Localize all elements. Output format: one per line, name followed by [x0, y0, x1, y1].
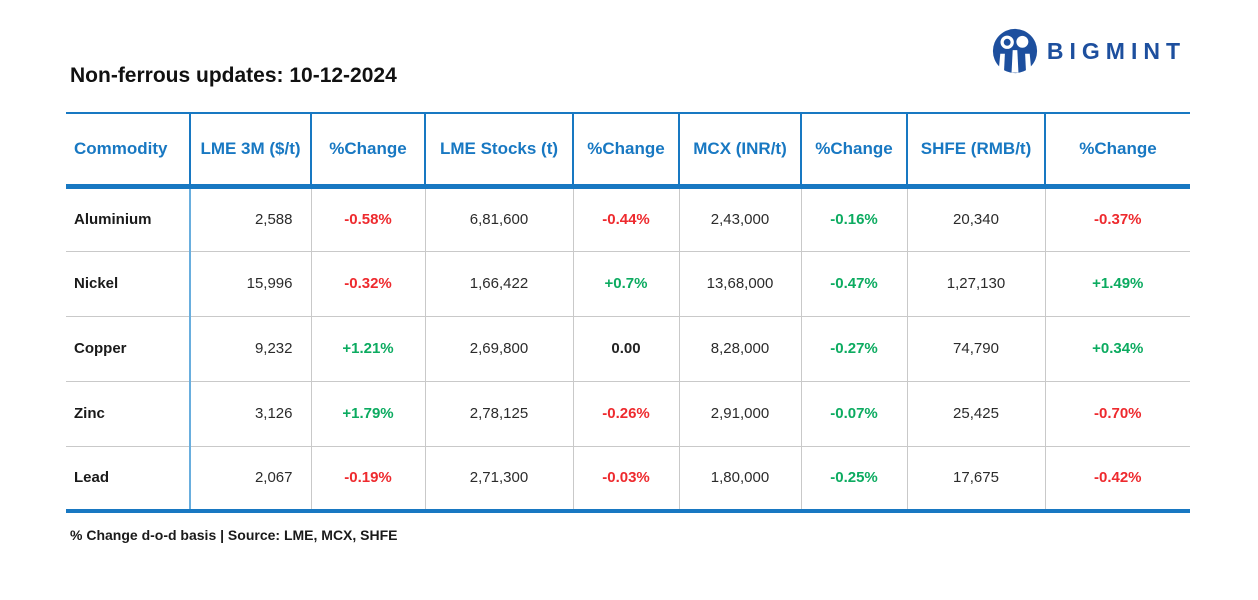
bigmint-people-icon: [992, 28, 1037, 74]
change-cell: +1.21%: [310, 315, 425, 381]
commodity-table: Commodity LME 3M ($/t) %Change LME Stock…: [66, 112, 1190, 513]
change-cell: +0.34%: [1044, 315, 1190, 381]
price-cell: 2,78,125: [424, 380, 573, 446]
commodity-cell: Lead: [66, 445, 190, 511]
header-row: Commodity LME 3M ($/t) %Change LME Stock…: [66, 113, 1190, 189]
change-cell: -0.16%: [800, 186, 907, 251]
change-cell: -0.42%: [1044, 445, 1190, 511]
change-cell: -0.70%: [1044, 380, 1190, 446]
table-row-lead: Lead 2,067 -0.19% 2,71,300 -0.03% 1,80,0…: [66, 445, 1190, 511]
commodity-cell: Zinc: [66, 380, 190, 446]
change-cell: -0.19%: [310, 445, 425, 511]
commodity-cell: Copper: [66, 315, 190, 381]
col-header-lme-stocks: LME Stocks (t): [424, 113, 573, 189]
change-cell: -0.07%: [800, 380, 907, 446]
price-cell: 2,067: [189, 445, 311, 511]
commodity-cell: Nickel: [66, 250, 190, 316]
price-cell: 2,43,000: [678, 186, 801, 251]
price-cell: 25,425: [906, 380, 1045, 446]
change-cell: -0.03%: [572, 445, 679, 511]
price-cell: 20,340: [906, 186, 1045, 251]
change-cell: 0.00: [572, 315, 679, 381]
table-row-aluminium: Aluminium 2,588 -0.58% 6,81,600 -0.44% 2…: [66, 186, 1190, 251]
price-cell: 2,588: [189, 186, 311, 251]
col-header-commodity: Commodity: [66, 113, 190, 189]
change-cell: +0.7%: [572, 250, 679, 316]
change-cell: -0.58%: [310, 186, 425, 251]
table-row-zinc: Zinc 3,126 +1.79% 2,78,125 -0.26% 2,91,0…: [66, 380, 1190, 446]
price-cell: 2,91,000: [678, 380, 801, 446]
table-row-copper: Copper 9,232 +1.21% 2,69,800 0.00 8,28,0…: [66, 315, 1190, 381]
price-cell: 9,232: [189, 315, 311, 381]
change-cell: -0.44%: [572, 186, 679, 251]
price-cell: 2,71,300: [424, 445, 573, 511]
commodity-cell: Aluminium: [74, 211, 152, 228]
source-footnote: % Change d-o-d basis | Source: LME, MCX,…: [70, 527, 398, 543]
price-cell: 15,996: [189, 250, 311, 316]
col-header-shfe: SHFE (RMB/t): [906, 113, 1045, 189]
change-cell: +1.49%: [1044, 250, 1190, 316]
col-header-mcx-change: %Change: [800, 113, 907, 189]
price-cell: 74,790: [906, 315, 1045, 381]
change-cell: -0.47%: [800, 250, 907, 316]
price-cell: 2,69,800: [424, 315, 573, 381]
table-row-nickel: Nickel 15,996 -0.32% 1,66,422 +0.7% 13,6…: [66, 250, 1190, 316]
price-cell: 1,27,130: [906, 250, 1045, 316]
price-cell: 13,68,000: [678, 250, 801, 316]
change-cell: -0.37%: [1044, 186, 1190, 251]
col-header-shfe-change: %Change: [1044, 113, 1190, 189]
col-header-lme-3m: LME 3M ($/t): [189, 113, 311, 189]
page-title: Non-ferrous updates: 10-12-2024: [70, 64, 397, 87]
price-cell: 6,81,600: [424, 186, 573, 251]
col-header-mcx: MCX (INR/t): [678, 113, 801, 189]
brand-name: BIGMINT: [1046, 37, 1186, 64]
price-cell: 1,66,422: [424, 250, 573, 316]
price-cell: 3,126: [189, 380, 311, 446]
col-header-lme-stocks-change: %Change: [572, 113, 679, 189]
change-cell: -0.25%: [800, 445, 907, 511]
bigmint-logo: BIGMINT: [992, 28, 1186, 74]
change-cell: -0.32%: [310, 250, 425, 316]
change-cell: +1.79%: [310, 380, 425, 446]
commodity-table-container: Commodity LME 3M ($/t) %Change LME Stock…: [66, 112, 1190, 513]
col-header-lme-3m-change: %Change: [310, 113, 425, 189]
price-cell: 8,28,000: [678, 315, 801, 381]
price-cell: 17,675: [906, 445, 1045, 511]
price-cell: 1,80,000: [678, 445, 801, 511]
change-cell: -0.26%: [572, 380, 679, 446]
change-cell: -0.27%: [800, 315, 907, 381]
